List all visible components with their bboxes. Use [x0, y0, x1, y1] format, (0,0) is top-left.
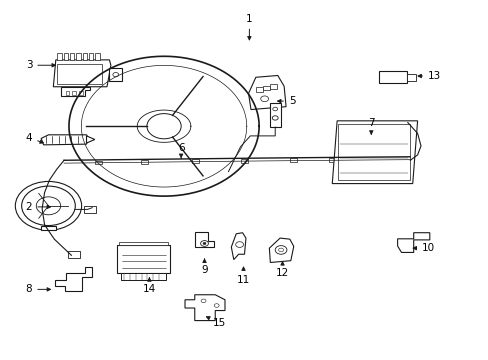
Bar — [70, 53, 74, 60]
Circle shape — [36, 197, 61, 215]
Bar — [83, 206, 96, 213]
Polygon shape — [61, 87, 90, 96]
Bar — [192, 159, 199, 163]
Circle shape — [278, 248, 283, 252]
Text: 7: 7 — [367, 118, 374, 134]
Bar — [72, 91, 76, 95]
Polygon shape — [109, 68, 122, 81]
Bar — [57, 53, 61, 60]
Text: 11: 11 — [236, 267, 250, 285]
Bar — [407, 74, 415, 81]
Polygon shape — [194, 232, 214, 247]
Polygon shape — [331, 121, 417, 184]
Text: 6: 6 — [178, 143, 184, 158]
Circle shape — [113, 72, 119, 77]
Circle shape — [200, 240, 208, 246]
Circle shape — [275, 246, 286, 254]
Bar — [95, 53, 100, 60]
Polygon shape — [397, 233, 429, 252]
Bar — [255, 87, 262, 92]
Text: 3: 3 — [25, 60, 55, 70]
Text: 12: 12 — [275, 262, 288, 278]
Bar — [121, 273, 166, 280]
Bar — [68, 251, 80, 258]
Text: 4: 4 — [25, 133, 43, 143]
Polygon shape — [41, 226, 56, 230]
Polygon shape — [41, 135, 88, 145]
Bar — [378, 71, 407, 83]
Text: 15: 15 — [206, 317, 225, 328]
Bar — [65, 91, 69, 95]
Text: 8: 8 — [25, 284, 50, 294]
Circle shape — [272, 116, 278, 120]
Bar — [57, 64, 102, 84]
Circle shape — [214, 304, 219, 307]
Circle shape — [201, 299, 205, 303]
Bar — [79, 91, 83, 95]
Polygon shape — [184, 295, 224, 320]
Bar — [328, 158, 335, 162]
Polygon shape — [269, 103, 280, 127]
Text: 13: 13 — [417, 71, 440, 81]
Circle shape — [146, 114, 181, 139]
Text: 14: 14 — [142, 278, 156, 294]
Text: 10: 10 — [412, 243, 434, 253]
Circle shape — [235, 242, 243, 247]
Bar — [141, 160, 148, 164]
Circle shape — [260, 96, 268, 102]
Bar — [119, 242, 167, 245]
Circle shape — [272, 107, 277, 111]
Bar — [289, 158, 296, 162]
Bar — [241, 159, 247, 163]
Bar — [393, 72, 403, 82]
Polygon shape — [231, 233, 245, 260]
Polygon shape — [117, 245, 170, 273]
Polygon shape — [248, 76, 285, 109]
Text: 5: 5 — [277, 96, 295, 106]
Bar — [82, 53, 87, 60]
Bar — [270, 85, 277, 89]
Circle shape — [382, 75, 389, 80]
Text: 1: 1 — [245, 14, 252, 40]
Bar — [76, 53, 81, 60]
Bar — [381, 72, 390, 82]
Polygon shape — [53, 60, 111, 87]
Polygon shape — [55, 267, 92, 291]
Bar — [367, 158, 374, 161]
Circle shape — [203, 242, 205, 244]
Bar — [337, 124, 409, 180]
Text: 9: 9 — [201, 259, 207, 275]
Bar — [95, 161, 102, 164]
Polygon shape — [86, 136, 95, 143]
Bar — [263, 86, 269, 90]
Circle shape — [21, 186, 75, 226]
Text: 2: 2 — [25, 202, 50, 212]
Circle shape — [394, 75, 401, 80]
Bar — [63, 53, 68, 60]
Bar — [89, 53, 93, 60]
Polygon shape — [269, 238, 293, 262]
Circle shape — [15, 181, 81, 230]
